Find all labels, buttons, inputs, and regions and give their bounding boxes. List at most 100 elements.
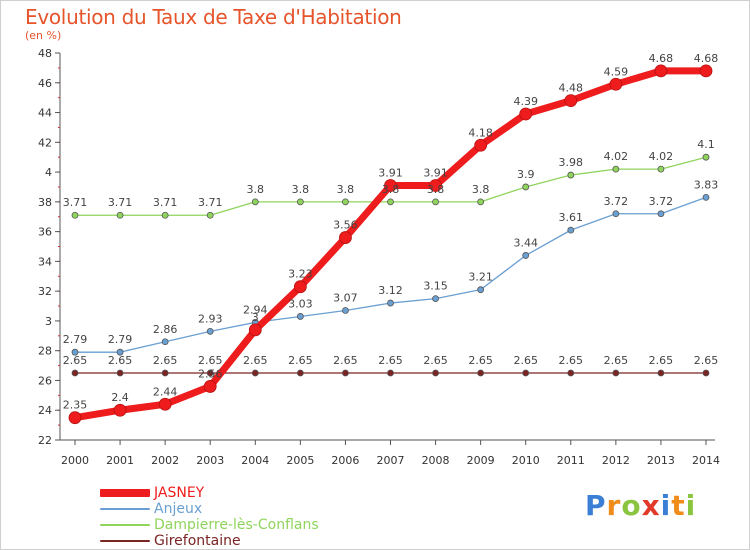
y-tick-label: 22 [38,434,52,447]
data-label: 2.4 [111,391,129,404]
data-label: 4.02 [649,150,674,163]
chart-title: Evolution du Taux de Taxe d'Habitation [25,5,402,29]
data-point [522,369,530,377]
data-label: 3.56 [333,219,358,232]
y-tick-label: 32 [38,285,52,298]
data-label: 4.59 [604,65,629,78]
x-tick-label: 2009 [467,454,495,467]
data-point [71,369,79,377]
data-point [477,198,485,206]
legend-label: JASNEY [154,485,205,501]
data-point [567,171,575,179]
data-point [612,210,620,218]
data-label: 3.83 [694,178,719,191]
data-label: 2.65 [198,354,223,367]
data-point [657,369,665,377]
data-point [474,138,488,152]
data-label: 2.65 [694,354,719,367]
data-label: 4.39 [513,95,538,108]
data-point [71,348,79,356]
data-point [699,64,713,78]
data-point [477,369,485,377]
data-point [477,286,485,294]
data-label: 2.65 [649,354,674,367]
data-label: 2.65 [513,354,538,367]
y-tick-label: 38 [38,196,52,209]
x-tick-label: 2006 [331,454,359,467]
logo-letter: r [606,489,622,522]
proxiti-logo: Proxiti [585,489,696,522]
data-point [387,198,394,206]
logo-letter: x [641,489,661,522]
data-label: 3.72 [604,195,629,208]
data-label: 3.71 [63,196,88,209]
data-label: 3.9 [517,168,535,181]
y-tick-label: 26 [38,374,52,387]
data-point [564,94,578,108]
data-label: 4.68 [649,52,674,65]
logo-letter: i [660,489,672,522]
data-point [567,226,575,234]
data-label: 3 [252,311,259,324]
data-point [432,295,439,302]
data-label: 2.65 [63,354,88,367]
x-tick-label: 2007 [377,454,405,467]
data-point [567,369,575,377]
x-tick-label: 2010 [512,454,540,467]
data-point [68,411,82,425]
logo-letter: t [671,489,686,522]
data-point [206,369,214,377]
data-label: 2.35 [63,399,88,412]
data-label: 3.03 [288,297,313,310]
data-point [293,280,307,294]
data-point [657,165,665,173]
data-point [296,313,304,320]
data-point [206,211,214,219]
data-point [432,369,439,377]
y-tick-label: 36 [38,226,52,239]
y-tick-label: 48 [38,47,52,60]
data-point [251,369,259,377]
x-tick-label: 2005 [286,454,314,467]
data-label: 2.65 [108,354,133,367]
data-label: 3.61 [559,211,584,224]
data-label: 4.02 [604,150,629,163]
data-point [158,397,172,411]
x-tick-label: 2004 [241,454,269,467]
x-tick-label: 2003 [196,454,224,467]
y-tick-label: 42 [38,136,52,149]
data-label: 2.86 [153,323,178,336]
data-label: 4.1 [697,138,715,151]
y-tick-label: 34 [38,255,52,268]
y-tick-label: 3 [45,315,52,328]
legend-label: Anjeux [154,501,203,517]
x-tick-label: 2008 [422,454,450,467]
legend-label: Girefontaine [154,533,241,549]
x-tick-label: 2002 [151,454,179,467]
legend-swatch [100,508,150,510]
data-point [702,369,710,377]
data-label: 3.21 [468,271,493,284]
data-point [161,369,169,377]
data-label: 2.65 [333,354,358,367]
data-point [342,369,349,377]
data-label: 3.15 [423,280,448,293]
data-label: 3.8 [472,183,490,196]
data-label: 2.79 [63,333,88,346]
legend-swatch [100,489,150,497]
legend-swatch [100,540,150,542]
y-tick-label: 46 [38,77,52,90]
data-label: 3.44 [513,236,538,249]
data-label: 4.48 [559,82,584,95]
data-label: 3.72 [649,195,674,208]
data-point [71,211,79,219]
data-point [657,210,665,218]
data-label: 3.71 [108,196,133,209]
y-tick-label: 4 [45,166,52,179]
data-point [387,369,394,377]
data-label: 3.8 [292,183,310,196]
data-label: 3.23 [288,268,313,281]
data-label: 2.65 [378,354,403,367]
x-tick-label: 2011 [557,454,585,467]
data-point [296,369,304,377]
